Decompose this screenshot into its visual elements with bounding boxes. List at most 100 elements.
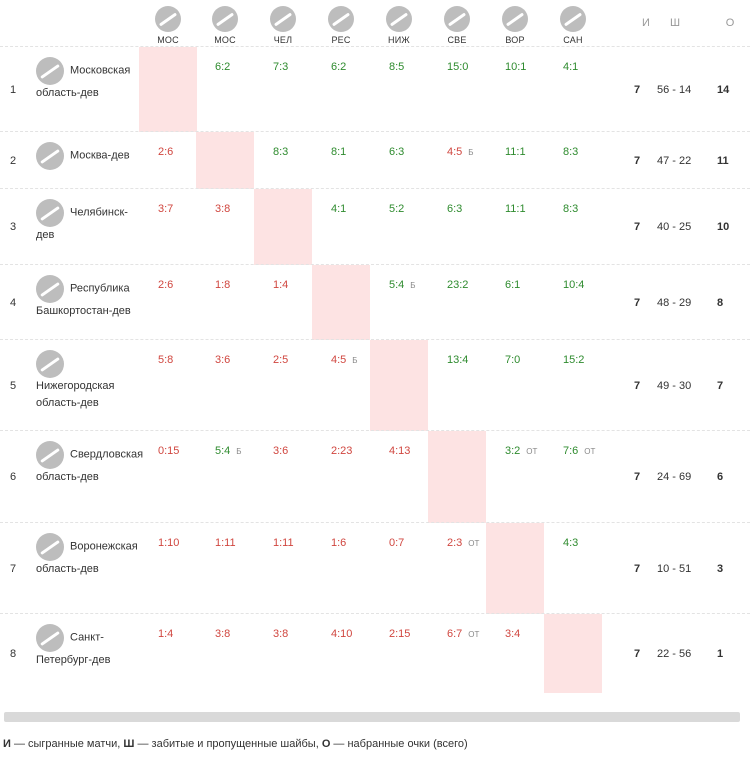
match-score[interactable]: 13:4 xyxy=(447,354,468,366)
match-score[interactable]: 8:3 xyxy=(273,146,288,158)
match-score-value: 2:6 xyxy=(158,146,174,158)
team-name-cell[interactable]: Свердловская область-дев xyxy=(36,441,146,486)
match-score[interactable]: 7:0 xyxy=(505,354,520,366)
match-score[interactable]: 0:7 xyxy=(389,537,404,549)
team-logo-icon xyxy=(36,624,64,652)
match-score[interactable]: 3:4 xyxy=(505,628,520,640)
match-score[interactable]: 2:5 xyxy=(273,354,288,366)
match-score[interactable]: 4:13 xyxy=(389,445,410,457)
match-score-value: 15:0 xyxy=(447,61,469,73)
team-name-cell[interactable]: Нижегородская область-дев xyxy=(36,350,146,413)
match-score[interactable]: 1:11 xyxy=(215,537,236,549)
team-logo-icon xyxy=(36,350,64,378)
match-score[interactable]: 5:4 Б xyxy=(389,279,416,291)
match-score-value: 5:2 xyxy=(389,203,405,215)
match-score[interactable]: 1:8 xyxy=(215,279,230,291)
match-score[interactable]: 1:4 xyxy=(158,628,173,640)
match-score[interactable]: 3:8 xyxy=(273,628,288,640)
match-score[interactable]: 6:7 ОТ xyxy=(447,628,479,640)
match-score[interactable]: 10:4 xyxy=(563,279,584,291)
match-score[interactable]: 2:6 xyxy=(158,279,173,291)
match-score-suffix: Б xyxy=(352,356,358,365)
team-name-cell[interactable]: Москва-дев xyxy=(36,142,146,170)
match-score[interactable]: 1:6 xyxy=(331,537,346,549)
match-score[interactable]: 6:3 xyxy=(389,146,404,158)
stat-points: 6 xyxy=(717,471,724,483)
match-score[interactable]: 6:2 xyxy=(331,61,346,73)
diagonal-cell xyxy=(428,431,486,523)
match-score[interactable]: 6:1 xyxy=(505,279,520,291)
match-score-value: 3:6 xyxy=(273,445,289,457)
match-score[interactable]: 2:6 xyxy=(158,146,173,158)
match-score[interactable]: 11:1 xyxy=(505,203,526,215)
match-score-value: 1:11 xyxy=(215,537,236,549)
row-position: 1 xyxy=(10,83,17,96)
stat-points: 1 xyxy=(717,647,724,660)
match-score[interactable]: 0:15 xyxy=(158,445,179,457)
match-score[interactable]: 4:3 xyxy=(563,537,578,549)
team-name-cell[interactable]: Воронежская область-дев xyxy=(36,533,146,578)
match-score[interactable]: 3:2 ОТ xyxy=(505,445,537,457)
match-score-value: 10:4 xyxy=(563,279,585,291)
match-score[interactable]: 4:1 xyxy=(331,203,346,215)
match-score[interactable]: 3:8 xyxy=(215,203,230,215)
match-score[interactable]: 8:3 xyxy=(563,146,578,158)
match-score[interactable]: 2:15 xyxy=(389,628,410,640)
match-score[interactable]: 15:2 xyxy=(563,354,584,366)
stat-goals: 48 - 29 xyxy=(657,296,692,309)
match-score[interactable]: 4:10 xyxy=(331,628,352,640)
match-score[interactable]: 2:3 ОТ xyxy=(447,537,479,549)
stat-points: 14 xyxy=(717,83,730,96)
match-score[interactable]: 5:4 Б xyxy=(215,445,242,457)
match-score[interactable]: 3:7 xyxy=(158,203,173,215)
table-row: 6 Свердловская область-дев 0:15 5:4 Б 3:6 2:23… xyxy=(0,430,750,523)
match-score-value: 4:13 xyxy=(389,445,411,457)
team-logo-icon xyxy=(36,199,64,227)
match-score[interactable]: 5:2 xyxy=(389,203,404,215)
match-score[interactable]: 10:1 xyxy=(505,61,526,73)
match-score[interactable]: 3:8 xyxy=(215,628,230,640)
match-score[interactable]: 5:8 xyxy=(158,354,173,366)
header-team-abbr: НИЖ xyxy=(388,35,410,45)
match-score-value: 1:8 xyxy=(215,279,231,291)
team-name: Московская область-дев xyxy=(36,64,131,100)
team-name: Нижегородская область-дев xyxy=(36,380,115,410)
match-score[interactable]: 1:11 xyxy=(273,537,294,549)
match-score-value: 3:6 xyxy=(215,354,231,366)
match-score[interactable]: 3:6 xyxy=(215,354,230,366)
match-score[interactable]: 1:10 xyxy=(158,537,179,549)
header-stat-1: Ш xyxy=(669,17,681,29)
match-score[interactable]: 2:23 xyxy=(331,445,352,457)
match-score[interactable]: 4:5 Б xyxy=(447,146,474,158)
match-score[interactable]: 8:1 xyxy=(331,146,346,158)
match-score[interactable]: 15:0 xyxy=(447,61,468,73)
stat-games: 7 xyxy=(634,379,641,392)
match-score-value: 4:3 xyxy=(563,537,579,549)
match-score[interactable]: 8:5 xyxy=(389,61,404,73)
match-score[interactable]: 4:1 xyxy=(563,61,578,73)
diagonal-cell xyxy=(196,132,254,189)
team-name-cell[interactable]: Челябинск-дев xyxy=(36,199,146,244)
team-name-cell[interactable]: Санкт-Петербург-дев xyxy=(36,624,146,669)
match-score[interactable]: 23:2 xyxy=(447,279,468,291)
match-score[interactable]: 3:6 xyxy=(273,445,288,457)
match-score-value: 15:2 xyxy=(563,354,585,366)
match-score-value: 13:4 xyxy=(447,354,469,366)
match-score-value: 6:1 xyxy=(505,279,521,291)
match-score[interactable]: 7:3 xyxy=(273,61,288,73)
horizontal-scrollbar[interactable] xyxy=(4,712,740,722)
team-name-cell[interactable]: Республика Башкортостан-дев xyxy=(36,275,146,320)
team-name-cell[interactable]: Московская область-дев xyxy=(36,57,146,102)
stat-goals: 10 - 51 xyxy=(657,562,692,575)
diagonal-cell xyxy=(486,523,544,614)
match-score[interactable]: 11:1 xyxy=(505,146,526,158)
match-score[interactable]: 4:5 Б xyxy=(331,354,358,366)
match-score[interactable]: 8:3 xyxy=(563,203,578,215)
match-score-value: 3:8 xyxy=(215,628,231,640)
match-score[interactable]: 1:4 xyxy=(273,279,288,291)
match-score[interactable]: 6:3 xyxy=(447,203,462,215)
match-score[interactable]: 7:6 ОТ xyxy=(563,445,595,457)
match-score-value: 5:8 xyxy=(158,354,174,366)
match-score[interactable]: 6:2 xyxy=(215,61,230,73)
table-row: 5 Нижегородская область-дев 5:8 3:6 2:5 4:5 Б 1… xyxy=(0,339,750,431)
